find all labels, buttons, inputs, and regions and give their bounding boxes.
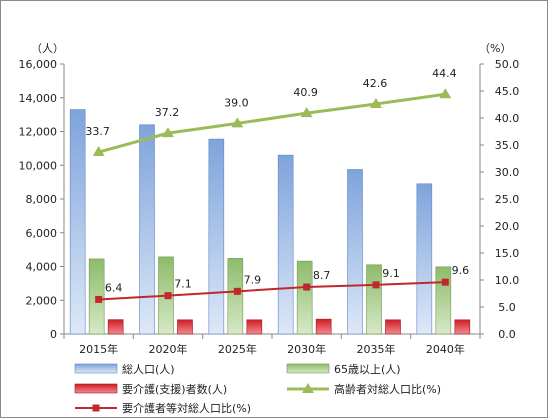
care-needed-bar: [315, 318, 332, 335]
aged-ratio-data-label: 44.4: [432, 67, 457, 80]
right-axis-unit: （%）: [479, 42, 511, 55]
x-axis-categories: 2015年 2020年 2025年 2030年 2035年 2040年: [63, 334, 481, 356]
care-ratio-marker: [372, 281, 380, 289]
legend-swatch-care-needed: [74, 383, 118, 394]
legend-swatch-aged-65-plus: [286, 363, 330, 374]
total-population-bar: [208, 138, 225, 335]
x-tick-label: 2040年: [426, 342, 465, 356]
aged-ratio-marker: [300, 107, 313, 118]
care-ratio-data-label: 7.1: [174, 278, 192, 291]
right-tick-label: 15.0: [495, 247, 520, 260]
legend-marker-care-ratio: [92, 404, 100, 412]
care-needed-bar: [107, 319, 124, 335]
care-ratio-marker: [95, 295, 103, 303]
aged-ratio-data-label: 37.2: [155, 106, 180, 119]
right-tick-label: 10.0: [495, 274, 520, 287]
left-tick-label: 14,000: [19, 92, 58, 105]
care-needed-bar: [454, 319, 471, 335]
x-tick-label: 2030年: [287, 342, 326, 356]
care-needed-bar: [177, 319, 193, 335]
left-tick-label: 6,000: [26, 227, 58, 240]
legend-label-aged-ratio: 高齢者対総人口比(%): [334, 382, 441, 396]
aged-ratio-marker: [370, 97, 382, 108]
x-tick-label: 2020年: [149, 342, 188, 356]
care-ratio-marker: [164, 292, 172, 300]
right-tick-label: 25.0: [495, 193, 520, 206]
right-tick-label: 50.0: [495, 58, 520, 71]
legend-label-total-population: 総人口(人): [122, 362, 175, 376]
total-population-bar: [347, 169, 363, 335]
left-tick-label: 0: [50, 328, 57, 341]
right-tick-label: 5.0: [498, 301, 516, 314]
aged-ratio-data-label: 33.7: [85, 125, 110, 138]
aged-65-plus-bar: [227, 258, 244, 335]
care-ratio-data-label: 6.4: [105, 281, 123, 294]
left-tick-label: 8,000: [26, 193, 58, 206]
care-ratio-line: [98, 281, 446, 301]
left-tick-label: 12,000: [19, 126, 58, 139]
aged-65-plus-bar: [366, 264, 382, 335]
aged-ratio-marker: [162, 127, 174, 138]
legend-label-care-ratio: 要介護者等対総人口比(%): [122, 401, 251, 415]
legend-swatch-total-population: [74, 363, 118, 374]
bars-layer: [69, 109, 471, 335]
legend-marker-aged-ratio: [302, 383, 314, 393]
aged-ratio-data-label: 39.0: [224, 96, 249, 109]
aged-ratio-data-label: 40.9: [293, 86, 318, 99]
care-ratio-data-label: 7.9: [244, 273, 262, 286]
left-axis-unit: （人）: [31, 42, 64, 55]
care-ratio-marker: [303, 283, 311, 291]
left-tick-label: 2,000: [26, 294, 58, 307]
aged-ratio-line: [98, 92, 446, 154]
aged-65-plus-bar: [296, 260, 313, 335]
lines-layer: 33.7 37.2 39.0 40.9 42.6 44.4 6.4 7.1 7.9 8.7 9.1 9…: [85, 67, 469, 303]
care-ratio-data-label: 8.7: [313, 269, 331, 282]
aged-65-plus-bar: [435, 266, 452, 335]
total-population-bar: [139, 124, 155, 335]
legend: 総人口(人) 65歳以上(人) 要介護(支援)者数(人) 高齢者対総人口比(%) 要介護…: [74, 362, 441, 415]
x-tick-label: 2025年: [218, 342, 257, 356]
legend-label-aged-65-plus: 65歳以上(人): [334, 363, 401, 376]
aged-ratio-marker: [439, 88, 452, 99]
aged-ratio-marker: [231, 117, 244, 128]
left-axis-ticks: 0 2,000 4,000 6,000 8,000 10,000 12,000 14,000 1…: [19, 58, 64, 341]
right-tick-label: 45.0: [495, 85, 520, 98]
total-population-bar: [416, 183, 433, 335]
care-needed-bar: [246, 319, 263, 335]
total-population-bar: [277, 154, 294, 335]
right-tick-label: 35.0: [495, 139, 520, 152]
x-tick-label: 2015年: [79, 342, 118, 356]
right-tick-label: 40.0: [495, 112, 520, 125]
aged-ratio-data-label: 42.6: [363, 77, 388, 90]
aged-ratio-marker: [92, 146, 105, 157]
care-needed-bar: [385, 319, 401, 335]
right-tick-label: 0.0: [498, 328, 516, 341]
right-tick-label: 20.0: [495, 220, 520, 233]
total-population-bar: [69, 109, 86, 335]
care-ratio-marker: [441, 278, 449, 286]
left-tick-label: 10,000: [19, 159, 58, 172]
left-tick-label: 4,000: [26, 261, 58, 274]
care-ratio-data-label: 9.6: [452, 264, 470, 277]
x-tick-label: 2035年: [357, 342, 396, 356]
care-ratio-marker: [233, 287, 241, 295]
left-tick-label: 16,000: [19, 58, 58, 71]
right-axis-ticks: 0.0 5.0 10.0 15.0 20.0 25.0 30.0 35.0 40.0 45.0 50…: [480, 58, 519, 341]
legend-label-care-needed: 要介護(支援)者数(人): [122, 382, 227, 396]
care-ratio-data-label: 9.1: [382, 267, 400, 280]
right-tick-label: 30.0: [495, 166, 520, 179]
